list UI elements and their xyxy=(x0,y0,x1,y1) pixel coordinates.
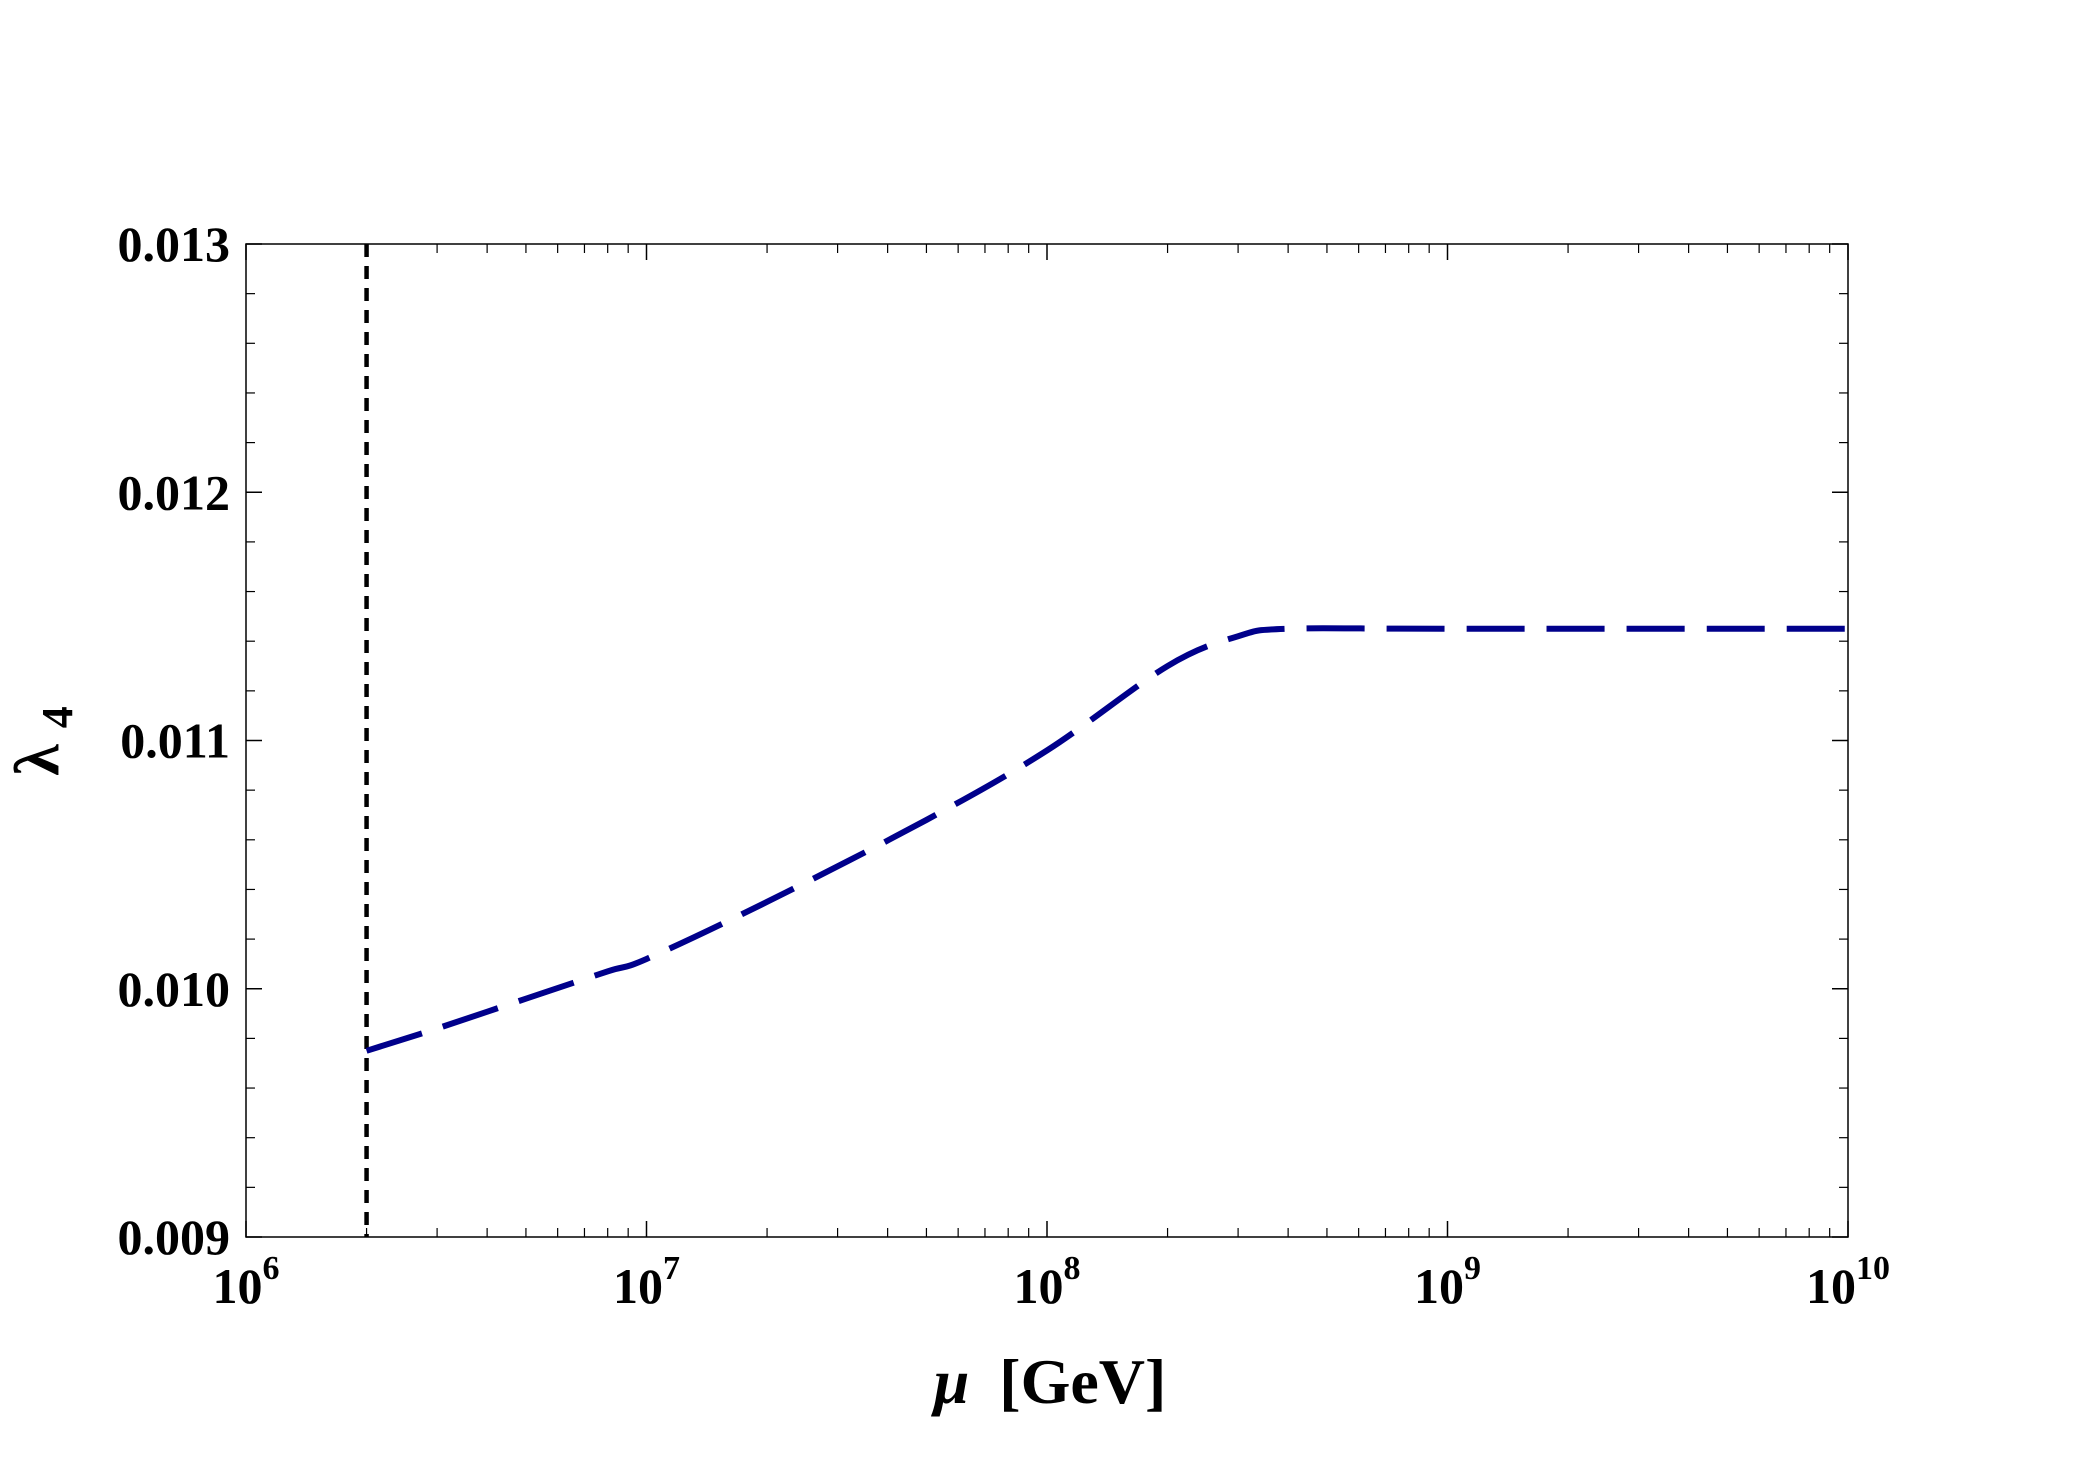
series-line xyxy=(365,625,1848,1054)
x-tick-labels: 106 107 108 109 1010 xyxy=(213,1250,1891,1314)
x-tick-label-base: 10 xyxy=(1806,1258,1856,1314)
y-tick-label: 0.009 xyxy=(118,1209,231,1265)
x-tick-label-exponent: 7 xyxy=(663,1250,680,1287)
x-tick-label: 106 xyxy=(213,1250,280,1314)
y-tick-label: 0.013 xyxy=(118,216,231,272)
x-tick-label: 1010 xyxy=(1806,1250,1890,1314)
x-tick-label-base: 10 xyxy=(1414,1258,1464,1314)
x-tick-label-exponent: 6 xyxy=(263,1250,280,1287)
x-tick-label-exponent: 8 xyxy=(1064,1250,1081,1287)
x-axis-label-symbol: μ xyxy=(931,1346,970,1417)
x-tick-label-exponent: 10 xyxy=(1856,1250,1890,1287)
x-tick-label-base: 10 xyxy=(1014,1258,1064,1314)
y-axis-label-symbol: λ xyxy=(1,744,72,776)
y-tick-label: 0.010 xyxy=(118,961,231,1017)
series-group xyxy=(365,625,1848,1054)
plot-frame xyxy=(245,243,1849,1238)
x-tick-label: 108 xyxy=(1014,1250,1081,1314)
y-tick-labels: 0.009 0.010 0.011 0.012 0.013 xyxy=(118,216,231,1265)
x-axis-label-unit: [GeV] xyxy=(999,1346,1166,1417)
x-tick-label-base: 10 xyxy=(613,1258,663,1314)
major-ticks xyxy=(245,243,1849,1238)
x-tick-label: 107 xyxy=(613,1250,680,1314)
minor-ticks xyxy=(246,244,1848,1237)
x-tick-label: 109 xyxy=(1414,1250,1481,1314)
y-axis-label-subscript: 4 xyxy=(33,706,82,728)
y-tick-label: 0.011 xyxy=(120,713,230,769)
y-axis-label: λ 4 xyxy=(1,706,82,775)
x-tick-label-exponent: 9 xyxy=(1464,1250,1481,1287)
y-tick-label: 0.012 xyxy=(118,464,231,520)
x-axis-label: μ [GeV] xyxy=(931,1346,1167,1417)
x-tick-label-base: 10 xyxy=(213,1258,263,1314)
